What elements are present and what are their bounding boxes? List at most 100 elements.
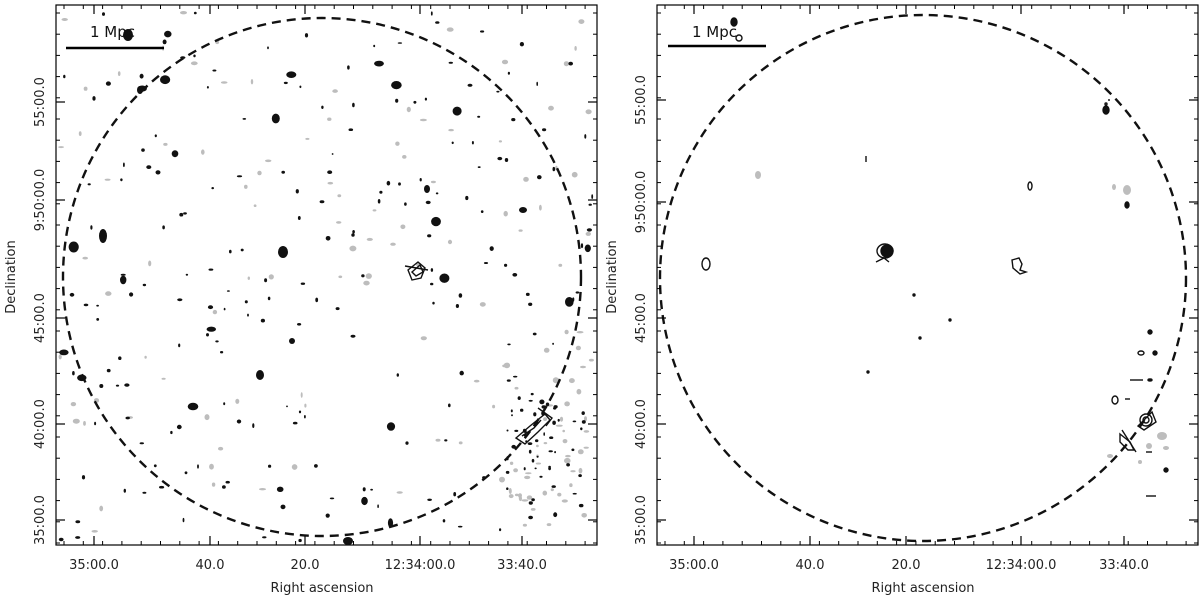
gray-contour-source [542, 490, 548, 496]
gray-contour-source [82, 256, 88, 260]
black-contour-source [286, 71, 297, 78]
black-contour-source [424, 185, 430, 193]
black-contour-source [304, 415, 306, 419]
black-contour-source [139, 442, 144, 445]
gray-contour-source [430, 180, 436, 184]
black-contour-source [525, 292, 530, 296]
gray-contour-source [201, 149, 205, 155]
gray-contour-source [396, 491, 403, 494]
gray-contour-source [212, 309, 218, 315]
black-contour-source [315, 297, 319, 303]
gray-contour-source [583, 446, 589, 449]
gray-contour-source [211, 482, 216, 487]
black-contour-source [298, 538, 302, 543]
right-y-tick-label: 35:00.0 [634, 495, 649, 545]
black-contour-source [431, 216, 441, 227]
black-contour-source [268, 464, 272, 468]
black-contour-source [465, 195, 469, 201]
black-contour-source [176, 424, 182, 430]
black-contour-source [252, 423, 255, 428]
gray-contour-source [406, 106, 411, 113]
right-y-tick-label: 9:50:00.0 [634, 171, 649, 234]
gray-contour-source [580, 365, 586, 369]
gray-contour-source [473, 379, 480, 383]
gray-contour-source [190, 61, 198, 66]
black-contour-source [507, 71, 510, 75]
black-contour-source [183, 212, 187, 215]
black-contour-source [123, 29, 133, 41]
black-contour-source [58, 537, 64, 542]
black-contour-source [223, 402, 226, 406]
gray-contour-source [543, 417, 548, 421]
black-contour-source [537, 175, 542, 180]
black-contour-source [377, 504, 379, 509]
gray-contour-source [363, 280, 370, 286]
black-contour-source [548, 450, 553, 453]
black-contour-source [497, 156, 503, 161]
black-contour-source [267, 296, 271, 301]
black-contour-source [129, 292, 134, 297]
black-contour-source [68, 241, 79, 253]
black-contour-source [531, 498, 535, 502]
black-contour-source [512, 273, 518, 277]
gray-contour-source [209, 463, 214, 470]
gray-contour-source [218, 446, 224, 451]
black-contour-source [430, 268, 434, 272]
black-contour-source [260, 318, 265, 323]
black-contour-source [373, 44, 376, 48]
black-contour-source [499, 528, 502, 532]
black-contour-source [240, 248, 244, 252]
gray-contour-source [61, 18, 68, 21]
left-y-tick-label: 9:50:00.0 [33, 169, 48, 232]
black-contour-source [379, 190, 383, 194]
black-contour-source [513, 375, 518, 378]
gray-contour-source [446, 27, 454, 32]
black-contour-source [565, 297, 574, 307]
black-contour-source [295, 189, 299, 194]
black-contour-source [448, 403, 451, 408]
black-contour-source [319, 200, 325, 204]
left-x-tick-label: 33:40.0 [497, 558, 547, 573]
black-contour-source [325, 513, 330, 518]
black-contour-source [439, 273, 450, 283]
black-contour-source [220, 351, 224, 354]
gray-contour-source [543, 442, 548, 445]
black-contour-source [347, 65, 350, 70]
black-contour-source [581, 411, 585, 415]
black-contour-source [262, 536, 267, 539]
gray-contour-source [259, 488, 266, 491]
black-contour-source [99, 229, 107, 243]
gray-contour-source [552, 377, 560, 384]
right-x-tick-label: 35:00.0 [669, 558, 719, 573]
right-y-tick-label: 55:00.0 [634, 75, 649, 125]
black-contour-source [153, 464, 157, 468]
black-contour-source [543, 432, 545, 436]
black-contour-source [467, 83, 473, 87]
black-contour-source [283, 81, 288, 85]
gray-contour-source [300, 392, 303, 398]
black-contour-source [405, 441, 409, 445]
left-y-tick-label: 40:00.0 [33, 399, 48, 449]
black-contour-source [211, 187, 214, 190]
black-contour-source [171, 150, 179, 158]
gray-contour-source [569, 378, 575, 384]
black-contour-source [457, 525, 463, 528]
gray-contour-source [78, 131, 82, 137]
black-contour-source [580, 243, 584, 249]
gray-contour-source [508, 494, 514, 499]
gray-contour-source [498, 140, 502, 143]
black-contour-source [551, 485, 556, 488]
left-dashed-circle [61, 16, 583, 538]
right-x-tick-label: 40.0 [796, 558, 825, 573]
black-contour-source [343, 537, 353, 545]
gray-contour-source [588, 358, 594, 362]
black-contour-source [578, 503, 584, 508]
gray-contour-source [570, 470, 576, 473]
black-contour-source [298, 410, 302, 414]
black-contour-source [480, 210, 484, 214]
gray-contour-source [395, 141, 400, 146]
gray-contour-source [163, 142, 168, 146]
black-contour-source [124, 383, 130, 387]
gray-contour-source [447, 239, 453, 245]
black-contour-source [397, 42, 403, 44]
